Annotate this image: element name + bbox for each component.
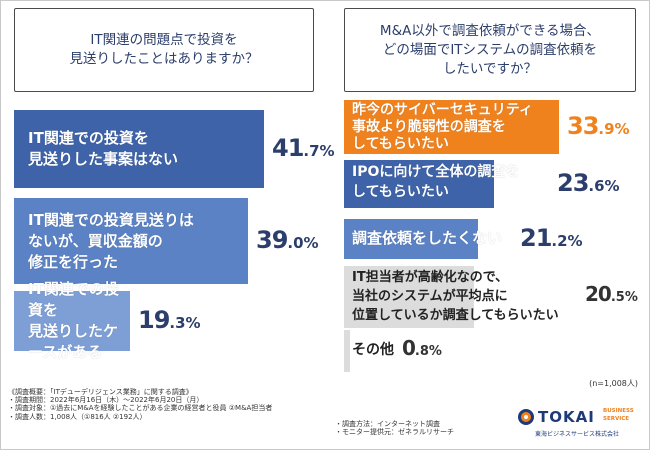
right-bar-value-2: 23.6% (557, 169, 620, 197)
survey-overview: 《調査概要：「ITデューデリジェンス業務」に関する調査》 ・調査期間：2022年… (8, 388, 272, 421)
right-bar-1 (344, 100, 559, 154)
survey-method: ・調査方法：インターネット調査 ・モニター提供元：ゼネラルリサーチ (335, 420, 454, 436)
footer-line-title: 《調査概要：「ITデューデリジェンス業務」に関する調査》 (8, 388, 193, 396)
left-question-box: IT関連の問題点で投資を 見送りしたことはありますか？ (14, 8, 314, 92)
right-question-text: M&A以外で調査依頼ができる場合、 どの場面でITシステムの調査依頼を したいで… (379, 22, 601, 77)
left-bar-value-3: 19.3% (138, 306, 201, 334)
footer-line-method: ・調査方法：インターネット調査 (335, 420, 440, 428)
right-bar-value-4: 20.5% (585, 282, 638, 306)
left-question-text: IT関連の問題点で投資を 見送りしたことはありますか？ (69, 32, 259, 67)
right-bar-3 (344, 219, 478, 259)
right-bar-value-1: 33.9% (567, 112, 630, 140)
footer-line-monitor: ・モニター提供元：ゼネラルリサーチ (335, 428, 454, 437)
right-bar-value-3: 21.2% (520, 224, 583, 252)
right-bar-label-4: IT担当者が高齢化なので、 当社のシステムが平均点に 位置しているか調査してもら… (352, 270, 559, 323)
left-bar-3: IT関連での投資を 見送りしたケースがある (14, 280, 130, 361)
right-bar-label-3: 調査依頼をしたくない (352, 229, 503, 247)
left-bar-value-2: 39.0% (256, 226, 319, 254)
logo-company: 東海ビジネスサービス株式会社 (535, 431, 620, 438)
footer-line-count: ・調査人数：1,008人（①816人 ②192人） (8, 412, 147, 421)
right-question-box: M&A以外で調査依頼ができる場合、 どの場面でITシステムの調査依頼を したいで… (344, 8, 636, 92)
logo-sub-1: BUSINESS (603, 408, 634, 414)
right-bar-label-1: 昨今のサイバーセキュリティ 事故より脆弱性の調査を してもらいたい (352, 102, 533, 152)
left-bar-2: IT関連での投資見送りは ないが、買収金額の 修正を行った (14, 198, 248, 284)
left-bar-label-2: IT関連での投資見送りは ないが、買収金額の 修正を行った (28, 210, 194, 271)
right-bar-label-2: IPOに向けて全体の調査を してもらいたい (352, 164, 520, 200)
left-bar-label-1: IT関連での投資を 見送りした事案はない (28, 129, 179, 168)
right-bar-4 (344, 266, 474, 328)
logo-name: TOKAI (538, 408, 595, 426)
sample-size-note: (n=1,008人) (589, 379, 638, 388)
footer-line-target: ・調査対象：①過去にM&Aを経験したことがある企業の経営者と役員 ②M&A担当者 (8, 404, 273, 413)
right-bar-5 (344, 330, 350, 372)
footer-line-period: ・調査期間：2022年6月16日（木）～2022年6月20日（月） (8, 396, 204, 405)
right-bar-value-5: 0.8% (402, 336, 442, 360)
left-bar-label-3: IT関連での投資を 見送りしたケースがある (28, 280, 119, 361)
right-bar-2 (344, 160, 494, 208)
right-bar-label-5: その他 (352, 342, 394, 358)
logo-sub-2: SERVICE (603, 416, 630, 422)
left-bar-value-1: 41.7% (272, 134, 335, 162)
company-logo: TOKAI BUSINESS SERVICE 東海ビジネスサービス株式会社 (515, 405, 645, 443)
logo-mark-icon (518, 409, 534, 425)
left-bar-1: IT関連での投資を 見送りした事案はない (14, 110, 264, 188)
